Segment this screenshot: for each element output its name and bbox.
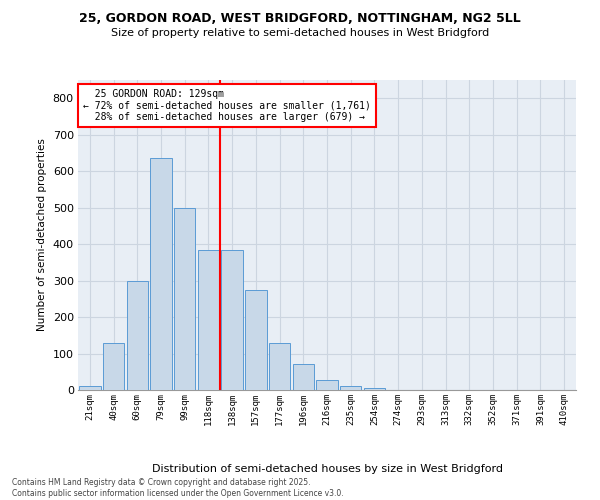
- Bar: [316, 380, 338, 390]
- Bar: [103, 342, 124, 390]
- Text: 25, GORDON ROAD, WEST BRIDGFORD, NOTTINGHAM, NG2 5LL: 25, GORDON ROAD, WEST BRIDGFORD, NOTTING…: [79, 12, 521, 26]
- Bar: [79, 386, 101, 390]
- Bar: [221, 250, 243, 390]
- Bar: [174, 208, 196, 390]
- Text: Contains HM Land Registry data © Crown copyright and database right 2025.
Contai: Contains HM Land Registry data © Crown c…: [12, 478, 344, 498]
- X-axis label: Distribution of semi-detached houses by size in West Bridgford: Distribution of semi-detached houses by …: [151, 464, 503, 474]
- Y-axis label: Number of semi-detached properties: Number of semi-detached properties: [37, 138, 47, 332]
- Bar: [245, 290, 266, 390]
- Text: Size of property relative to semi-detached houses in West Bridgford: Size of property relative to semi-detach…: [111, 28, 489, 38]
- Bar: [151, 158, 172, 390]
- Bar: [198, 250, 219, 390]
- Bar: [364, 388, 385, 390]
- Bar: [340, 386, 361, 390]
- Bar: [293, 364, 314, 390]
- Bar: [127, 280, 148, 390]
- Text: 25 GORDON ROAD: 129sqm
← 72% of semi-detached houses are smaller (1,761)
  28% o: 25 GORDON ROAD: 129sqm ← 72% of semi-det…: [83, 90, 371, 122]
- Bar: [269, 342, 290, 390]
